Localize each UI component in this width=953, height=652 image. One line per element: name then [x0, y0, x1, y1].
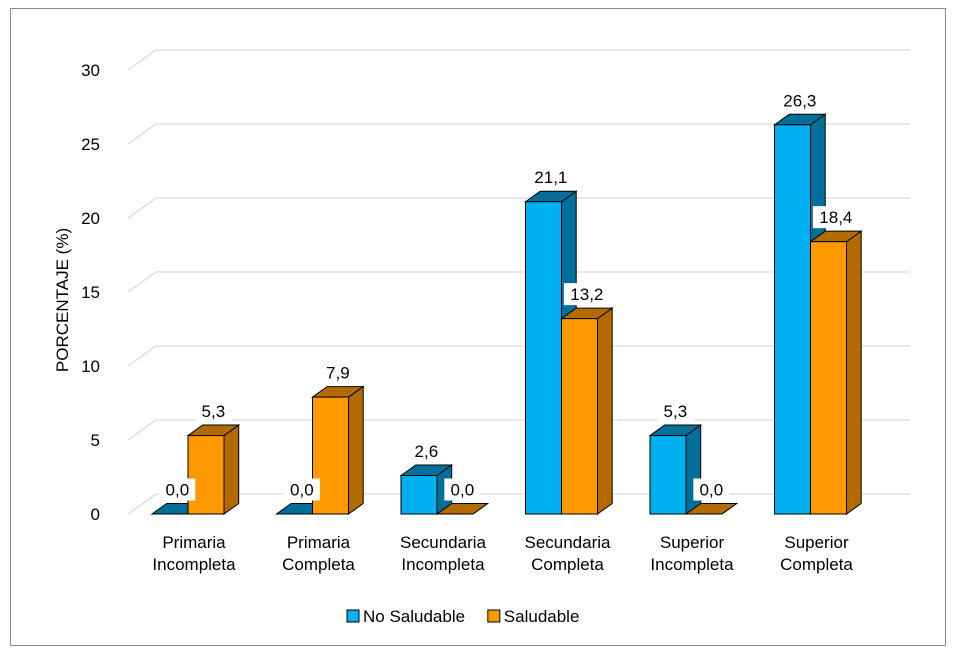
category-label: Superior [784, 533, 849, 552]
y-tick-label: 20 [81, 209, 100, 228]
gridline-diagonal [127, 493, 157, 515]
bar [810, 241, 847, 515]
bars-layer [150, 113, 863, 515]
bar [187, 435, 225, 515]
data-label: 2,6 [415, 442, 439, 461]
y-tick-label: 25 [81, 135, 100, 154]
category-label: Completa [531, 555, 604, 574]
legend-label: No Saludable [363, 607, 465, 626]
bar-side [348, 385, 364, 515]
data-label: 5,3 [664, 402, 688, 421]
data-label-bg [408, 440, 445, 463]
data-label: 0,0 [290, 481, 314, 500]
data-label-bg [319, 361, 356, 384]
data-label: 7,9 [326, 364, 350, 383]
y-axis-title: PORCENTAJE (%) [53, 228, 72, 372]
y-axis-ticks: 0 5 10 15 20 25 30 [81, 61, 100, 524]
bar [525, 201, 562, 515]
category-label: Incompleta [650, 555, 734, 574]
data-label: 5,3 [202, 402, 226, 421]
data-label: 26,3 [783, 91, 816, 110]
legend-swatch [487, 609, 501, 623]
bar [400, 475, 438, 515]
bar [774, 124, 811, 515]
gridline-diagonal [127, 271, 157, 293]
bar [561, 318, 598, 515]
gridline-diagonal [127, 123, 157, 145]
gridline-diagonal [127, 197, 157, 219]
y-tick-label: 5 [91, 431, 100, 450]
legend: No Saludable Saludable [346, 607, 580, 626]
gridline-diagonal [127, 419, 157, 441]
gridline-diagonal [127, 49, 157, 71]
bar-side [223, 424, 240, 515]
data-label-bg [159, 478, 196, 501]
y-tick-label: 0 [91, 505, 100, 524]
bar-side [685, 424, 702, 515]
category-label: Primaria [162, 533, 226, 552]
category-label: Completa [282, 555, 355, 574]
bar-side [846, 230, 862, 515]
bar-top [684, 503, 739, 515]
bar-top [435, 503, 490, 515]
gridline-diagonal [127, 345, 157, 367]
data-label: 13,2 [570, 285, 603, 304]
category-label: Primaria [287, 533, 351, 552]
bar [649, 435, 687, 515]
legend-swatch [346, 609, 360, 623]
data-label: 0,0 [700, 481, 724, 500]
y-tick-label: 15 [81, 283, 100, 302]
data-label: 21,1 [534, 168, 567, 187]
data-label-bg [812, 206, 859, 229]
data-label-bg [527, 166, 574, 189]
category-label: Incompleta [152, 555, 236, 574]
category-label: Secundaria [400, 533, 487, 552]
data-labels-layer: 0,0 5,3 0,0 7,9 2,6 0,0 21,1 13,2 5,3 0,0 26,3 18,4 [159, 89, 859, 501]
data-label-bg [657, 400, 694, 423]
category-label: Superior [660, 533, 725, 552]
y-tick-label: 10 [81, 357, 100, 376]
data-label-bg [693, 478, 730, 501]
data-label-bg [444, 478, 481, 501]
category-label: Incompleta [401, 555, 485, 574]
data-label: 0,0 [166, 481, 190, 500]
data-label-bg [563, 283, 610, 306]
data-label-bg [195, 400, 232, 423]
data-label: 0,0 [451, 481, 475, 500]
y-tick-label: 30 [81, 61, 100, 80]
category-labels: Primaria Incompleta Primaria Completa Secund… [152, 533, 853, 574]
data-label-bg [283, 478, 320, 501]
category-label: Completa [780, 555, 853, 574]
bar-side [597, 307, 613, 515]
category-label: Secundaria [524, 533, 611, 552]
data-label-bg [776, 89, 823, 112]
legend-label: Saludable [504, 607, 580, 626]
data-label: 18,4 [819, 208, 852, 227]
